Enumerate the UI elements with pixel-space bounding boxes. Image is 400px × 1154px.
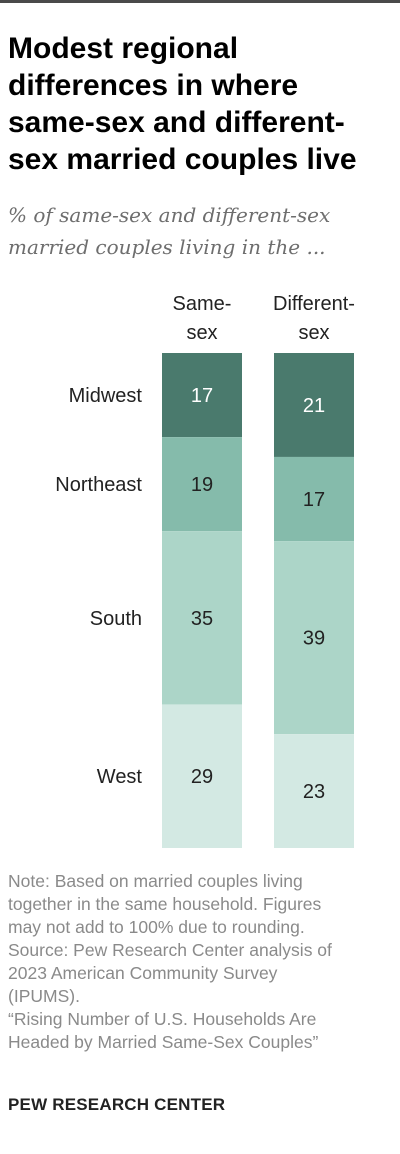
column-header-different-sex-line1: Different- xyxy=(273,293,355,315)
note-line: may not add to 100% due to rounding. xyxy=(8,917,305,937)
data-label-same-sex-south: 35 xyxy=(191,608,213,630)
data-label-different-sex-northeast: 17 xyxy=(303,489,325,511)
note-line: together in the same household. Figures xyxy=(8,894,322,914)
pew-logo-text: PEW RESEARCH CENTER xyxy=(8,1095,226,1114)
source-line: 2023 American Community Survey xyxy=(8,963,278,983)
data-label-same-sex-midwest: 17 xyxy=(191,385,213,407)
top-rule xyxy=(0,0,400,3)
region-label-west: West xyxy=(97,766,143,788)
bar-segment-same-sex-west xyxy=(162,704,242,848)
data-label-different-sex-west: 23 xyxy=(303,781,325,803)
column-header-same-sex-line1: Same- xyxy=(172,293,232,315)
data-label-different-sex-south: 39 xyxy=(303,628,325,650)
column-header-same-sex: Same- sex xyxy=(152,290,252,348)
column-header-same-sex-line2: sex xyxy=(186,322,218,344)
note-line: Note: Based on married couples living xyxy=(8,871,303,891)
bar-segment-different-sex-midwest xyxy=(274,353,354,457)
bar-segment-same-sex-midwest xyxy=(162,353,242,438)
column-header-different-sex-line2: sex xyxy=(298,322,330,344)
chart-subtitle: % of same-sex and different-sex married … xyxy=(8,203,331,259)
bar-segment-different-sex-west xyxy=(274,734,354,848)
report-title-line: Headed by Married Same-Sex Couples” xyxy=(8,1032,319,1052)
report-title-line: “Rising Number of U.S. Households Are xyxy=(8,1009,317,1029)
bar-segment-different-sex-south xyxy=(274,541,354,735)
source-line: Source: Pew Research Center analysis of xyxy=(8,940,332,960)
data-label-same-sex-northeast: 19 xyxy=(191,474,213,496)
stacked-bar-chart: 17 Midwest 19 Northeast 35 South 29 West 21 17 39 2… xyxy=(55,353,354,848)
region-label-midwest: Midwest xyxy=(69,385,143,407)
data-label-same-sex-west: 29 xyxy=(191,766,213,788)
region-label-northeast: Northeast xyxy=(55,474,142,496)
chart-title: Modest regional differences in where sam… xyxy=(8,32,357,176)
bar-segment-same-sex-northeast xyxy=(162,437,242,532)
source-line: (IPUMS). xyxy=(8,986,80,1006)
chart-note: Note: Based on married couples living to… xyxy=(8,870,392,1054)
bar-segment-same-sex-south xyxy=(162,531,242,705)
data-label-different-sex-midwest: 21 xyxy=(303,395,325,417)
column-header-different-sex: Different- sex xyxy=(258,290,370,348)
region-label-south: South xyxy=(90,608,142,630)
bar-segment-different-sex-northeast xyxy=(274,456,354,542)
